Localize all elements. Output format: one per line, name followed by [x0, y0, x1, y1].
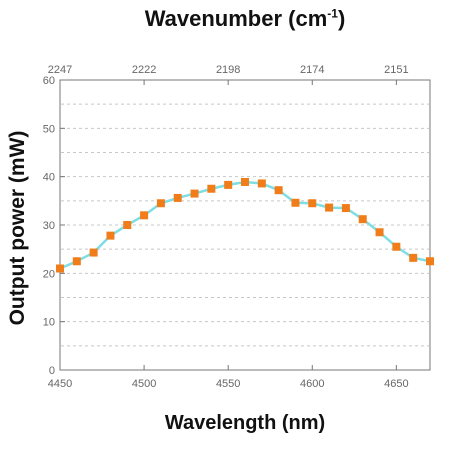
data-point	[409, 253, 418, 262]
top-tick-label: 2151	[384, 64, 408, 76]
top-tick-label: 2222	[132, 64, 156, 76]
y-tick-label: 10	[43, 317, 55, 329]
data-point	[257, 179, 266, 188]
y-tick-label: 40	[43, 172, 55, 184]
data-point	[123, 221, 132, 229]
top-tick-label: 2198	[216, 64, 240, 76]
top-tick-label: 2247	[48, 64, 72, 76]
data-point	[274, 186, 283, 195]
data-point	[358, 215, 367, 224]
x-tick-label: 4450	[48, 378, 72, 390]
data-point	[426, 257, 434, 266]
y-tick-label: 30	[43, 220, 55, 232]
x-axis-label: Wavelength (nm)	[164, 412, 326, 434]
y-tick-label: 20	[43, 268, 55, 280]
y-tick-label: 60	[43, 75, 55, 87]
data-point	[156, 199, 165, 208]
data-point	[89, 248, 98, 257]
data-point	[375, 228, 384, 237]
data-point	[72, 257, 81, 266]
x-tick-label: 4500	[132, 378, 156, 390]
series	[56, 177, 434, 273]
gridlines	[61, 103, 429, 347]
data-point	[341, 204, 350, 213]
data-point	[291, 198, 300, 207]
axis-ticks: 0 10 20 30 40 50 60 4450 4500 4550 4600 4650 2247 222…	[43, 64, 409, 390]
data-point	[207, 184, 216, 193]
x-tick-label: 4550	[216, 378, 240, 390]
x-tick-label: 4650	[384, 378, 408, 390]
data-point	[140, 211, 149, 220]
x-tick-label: 4600	[300, 378, 324, 390]
y-tick-label: 50	[43, 123, 55, 135]
y-axis-label: Output power (mW)	[6, 130, 29, 326]
data-point	[308, 199, 317, 208]
data-point	[224, 180, 233, 189]
data-point	[106, 231, 115, 240]
y-tick-label: 0	[49, 365, 55, 377]
data-point	[173, 193, 182, 202]
top-tick-label: 2174	[300, 64, 324, 76]
data-point	[190, 189, 199, 198]
data-point	[325, 203, 334, 212]
data-point	[241, 177, 249, 186]
top-axis-title: Wavenumber (cm-1)	[144, 6, 346, 31]
data-point	[56, 264, 64, 273]
data-point	[392, 242, 401, 251]
